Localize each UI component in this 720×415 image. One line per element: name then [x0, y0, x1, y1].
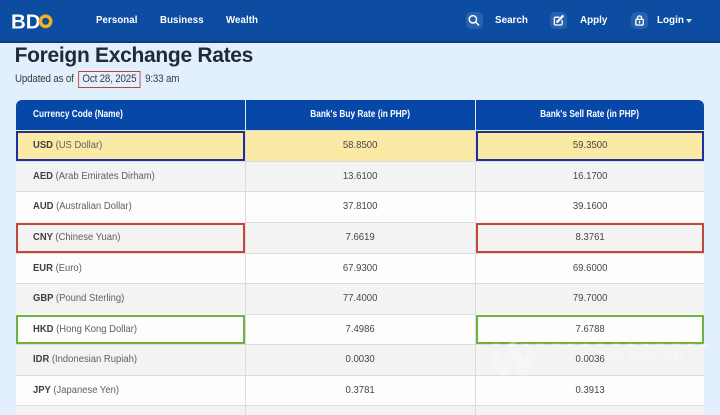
svg-text:BD: BD: [12, 10, 41, 33]
